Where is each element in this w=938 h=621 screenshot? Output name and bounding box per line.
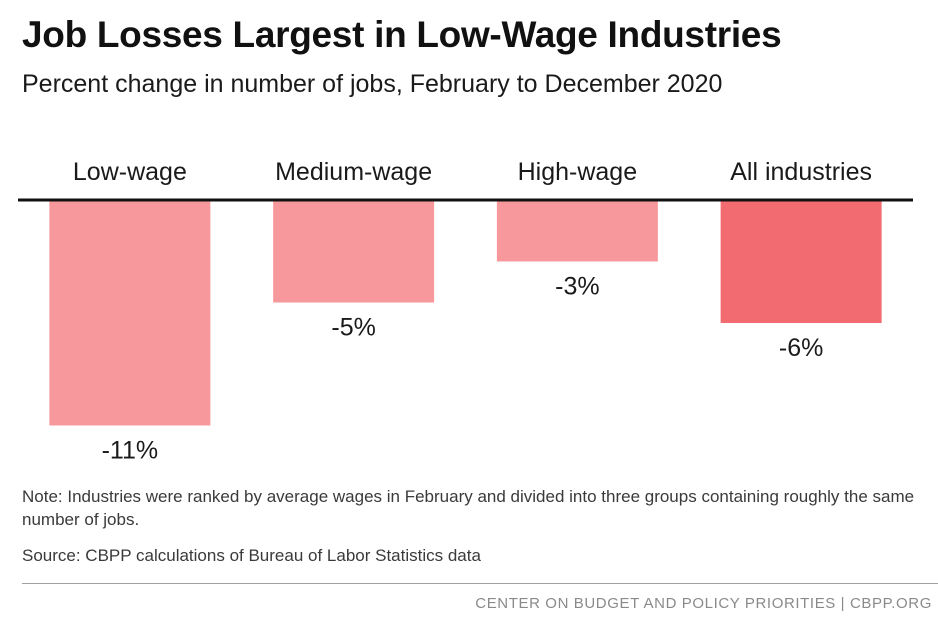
category-label: High-wage: [518, 158, 638, 186]
chart-subtitle: Percent change in number of jobs, Februa…: [22, 70, 723, 98]
data-label: -5%: [331, 314, 375, 342]
data-label: -3%: [555, 273, 599, 301]
chart-title: Job Losses Largest in Low-Wage Industrie…: [22, 14, 782, 55]
bar-low-wage: [49, 200, 211, 426]
category-label: Medium-wage: [275, 158, 432, 186]
data-label: -11%: [102, 437, 159, 465]
footer-credit: CENTER ON BUDGET AND POLICY PRIORITIES |…: [475, 595, 932, 612]
data-label: -6%: [779, 334, 823, 362]
bar-chart: Low-wage -11% Medium-wage -5% High-wage -3% Al…: [18, 158, 913, 465]
bar-medium-wage: [273, 200, 435, 303]
chart-source: Source: CBPP calculations of Bureau of L…: [22, 546, 481, 565]
category-label: All industries: [730, 158, 872, 186]
category-label: Low-wage: [73, 158, 187, 186]
footer-divider: [22, 583, 938, 584]
bar-all-industries: [720, 200, 882, 323]
chart-note: Note: Industries were ranked by average …: [22, 487, 915, 529]
bar-high-wage: [496, 200, 658, 262]
